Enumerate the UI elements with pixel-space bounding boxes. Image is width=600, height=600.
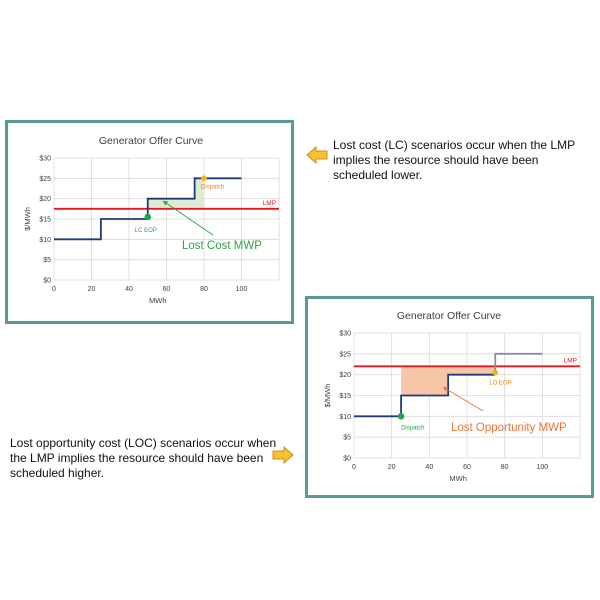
x-tick-label: 0	[52, 286, 56, 293]
marker-point	[144, 213, 152, 221]
y-tick-label: $0	[43, 278, 51, 285]
annotation-arrow-head	[163, 201, 169, 206]
chart-title: Generator Offer Curve	[397, 310, 501, 322]
marker-point	[397, 413, 405, 420]
y-tick-label: $5	[343, 435, 351, 442]
lost-cost-chart-panel: Generator Offer Curve $0 $5 $10 $15 $20 $25 $30…	[5, 120, 294, 324]
annotation-arrow-line	[442, 386, 484, 412]
x-axis-label: MWh	[149, 296, 167, 305]
y-axis-label: $/MWh	[23, 207, 32, 231]
lmp-label: LMP	[263, 200, 276, 207]
shaded-region	[147, 178, 204, 209]
x-tick-label: 20	[88, 286, 96, 293]
marker-label: LO EOP	[489, 381, 511, 387]
y-tick-label: $20	[339, 372, 351, 379]
y-tick-label: $30	[39, 156, 51, 163]
lost-cost-chart: Generator Offer Curve $0 $5 $10 $15 $20 $25 $30…	[23, 135, 280, 305]
marker-point	[201, 175, 207, 182]
x-tick-label: 0	[352, 464, 356, 471]
x-tick-label: 60	[163, 286, 171, 293]
lost-opportunity-chart: Generator Offer Curve $0 $5 $10 $15 $20 $25 $30…	[323, 310, 581, 483]
marker-label: Dispatch	[401, 425, 424, 431]
chart-title: Generator Offer Curve	[99, 135, 203, 147]
y-tick-label: $25	[339, 351, 351, 358]
x-tick-label: 40	[425, 464, 433, 471]
annotation-label: Lost Opportunity MWP	[451, 422, 567, 434]
offer-curve-line	[54, 177, 242, 241]
y-tick-label: $25	[39, 176, 51, 183]
x-tick-label: 100	[536, 464, 548, 471]
annotation-arrow-head	[443, 387, 449, 392]
y-tick-label: $15	[39, 217, 51, 224]
annotation-arrow-line	[162, 200, 214, 236]
marker-point	[492, 369, 499, 376]
y-tick-label: $0	[343, 456, 351, 463]
x-tick-label: 20	[388, 464, 396, 471]
offer-curve-line	[494, 352, 543, 375]
lost-opportunity-caption: Lost opportunity cost (LOC) scenarios oc…	[10, 436, 277, 480]
x-axis-label: MWh	[449, 474, 467, 483]
y-tick-label: $10	[339, 414, 351, 421]
lost-cost-caption: Lost cost (LC) scenarios occur when the …	[333, 138, 575, 182]
annotation-label: Lost Cost MWP	[182, 240, 262, 252]
right-arrow-icon	[272, 446, 294, 464]
x-tick-label: 80	[501, 464, 509, 471]
y-axis-label: $/MWh	[323, 384, 332, 408]
x-tick-label: 100	[236, 286, 248, 293]
marker-label: LC EOP	[135, 228, 157, 234]
marker-label: Dispatch	[201, 184, 224, 190]
y-tick-label: $5	[43, 257, 51, 264]
y-tick-label: $30	[339, 331, 351, 338]
offer-curve-line	[354, 373, 496, 418]
x-tick-label: 40	[125, 286, 133, 293]
y-tick-label: $20	[39, 196, 51, 203]
left-arrow-icon	[306, 146, 328, 164]
x-tick-label: 60	[463, 464, 471, 471]
lmp-label: LMP	[564, 357, 577, 364]
y-tick-label: $10	[39, 237, 51, 244]
y-tick-label: $15	[339, 393, 351, 400]
lost-opportunity-chart-panel: Generator Offer Curve $0 $5 $10 $15 $20 $25 $30…	[305, 296, 594, 498]
x-tick-label: 80	[200, 286, 208, 293]
